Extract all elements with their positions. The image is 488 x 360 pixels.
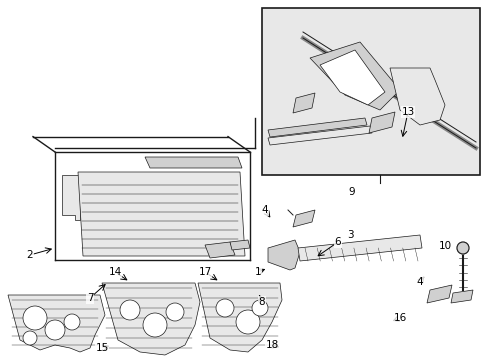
Circle shape: [45, 320, 65, 340]
Polygon shape: [8, 295, 105, 352]
Circle shape: [165, 303, 183, 321]
Polygon shape: [267, 126, 371, 145]
Polygon shape: [267, 118, 366, 137]
Polygon shape: [319, 50, 384, 105]
Circle shape: [64, 314, 80, 330]
Circle shape: [216, 299, 234, 317]
Text: 7: 7: [86, 293, 93, 303]
Polygon shape: [389, 68, 444, 125]
Polygon shape: [198, 283, 282, 352]
Polygon shape: [145, 157, 242, 168]
Polygon shape: [102, 283, 200, 355]
Polygon shape: [62, 175, 80, 220]
Text: 2: 2: [27, 250, 33, 260]
Polygon shape: [368, 112, 394, 133]
Circle shape: [23, 331, 37, 345]
Circle shape: [236, 310, 260, 334]
Circle shape: [142, 313, 167, 337]
Bar: [262, 8, 479, 175]
Text: 4: 4: [261, 205, 268, 215]
Polygon shape: [267, 240, 299, 270]
Circle shape: [23, 306, 47, 330]
Text: 10: 10: [438, 241, 450, 251]
Text: 1: 1: [254, 267, 261, 277]
Text: 3: 3: [346, 230, 353, 240]
Polygon shape: [292, 93, 314, 113]
Polygon shape: [426, 285, 451, 303]
Polygon shape: [450, 290, 472, 303]
Polygon shape: [292, 210, 314, 227]
Text: 17: 17: [198, 267, 211, 277]
Text: 6: 6: [334, 237, 341, 247]
Polygon shape: [204, 242, 235, 258]
Text: 4: 4: [416, 277, 423, 287]
Polygon shape: [297, 235, 421, 261]
Polygon shape: [78, 172, 244, 256]
Polygon shape: [309, 42, 399, 110]
Circle shape: [456, 242, 468, 254]
Circle shape: [120, 300, 140, 320]
Polygon shape: [229, 240, 249, 250]
Text: 9: 9: [348, 187, 355, 197]
Text: 8: 8: [258, 297, 265, 307]
Text: 16: 16: [392, 313, 406, 323]
Text: 13: 13: [401, 107, 414, 117]
Text: 15: 15: [95, 343, 108, 353]
Text: 18: 18: [265, 340, 278, 350]
Text: 14: 14: [108, 267, 122, 277]
Circle shape: [251, 300, 267, 316]
